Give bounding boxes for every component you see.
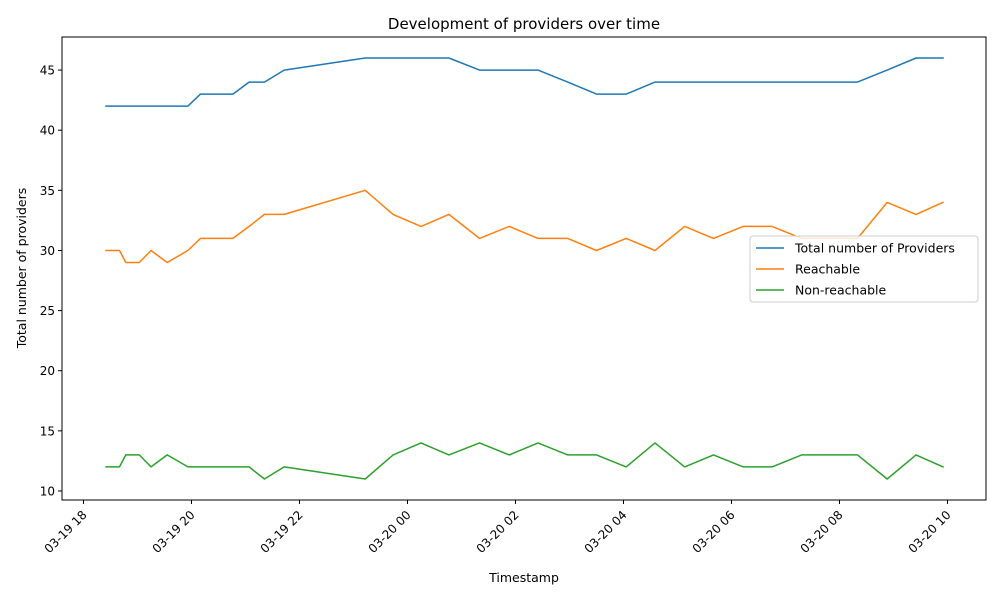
y-tick-label: 10	[40, 484, 55, 498]
y-tick-label: 35	[40, 184, 55, 198]
series-line-2	[105, 442, 944, 480]
legend-label: Non-reachable	[795, 283, 887, 298]
y-axis: 10 15 20 25 30 35 40 45	[40, 64, 62, 498]
y-tick-label: 20	[40, 364, 55, 378]
legend-box	[749, 235, 979, 303]
legend: Total number of Providers Reachable Non-re…	[749, 235, 979, 303]
chart-title: Development of providers over time	[388, 15, 660, 33]
y-tick-label: 30	[40, 244, 55, 258]
y-tick-label: 15	[40, 424, 55, 438]
plot-area	[105, 57, 944, 480]
y-tick-label: 25	[40, 304, 55, 318]
y-axis-title: Total number of providers	[14, 188, 29, 350]
plot-frame	[61, 36, 987, 501]
series-line-1	[105, 189, 944, 264]
y-tick-label: 45	[40, 64, 55, 78]
x-axis-title: Timestamp	[488, 570, 559, 585]
series-line-0	[105, 57, 944, 107]
legend-label: Reachable	[795, 262, 860, 277]
y-tick-label: 40	[40, 124, 55, 138]
legend-label: Total number of Providers	[794, 241, 955, 256]
